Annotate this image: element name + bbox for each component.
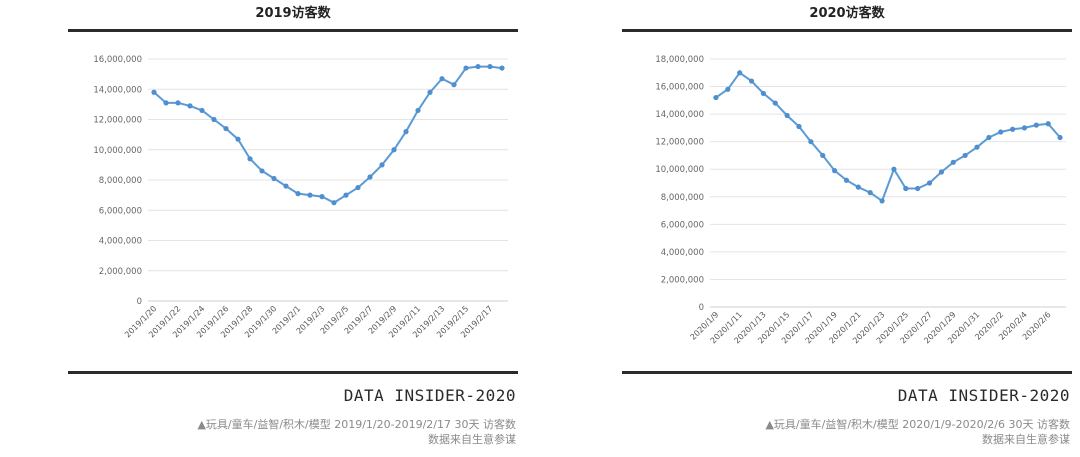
chart-caption: ▲玩具/童车/益智/积木/模型 2019/1/20-2019/2/17 30天 … xyxy=(197,417,516,447)
data-point xyxy=(998,129,1004,135)
data-point xyxy=(926,180,933,186)
data-point xyxy=(986,134,992,141)
data-point xyxy=(307,192,313,198)
y-tick-label: 0 xyxy=(137,297,142,307)
chart-title: 2020访客数 xyxy=(809,6,885,21)
data-point xyxy=(223,125,229,132)
y-tick-label: 14,000,000 xyxy=(655,110,704,120)
brand-label: DATA INSIDER-2020 xyxy=(897,386,1070,405)
data-point xyxy=(295,191,301,197)
data-point xyxy=(487,63,493,70)
data-point xyxy=(415,107,421,114)
data-point xyxy=(331,200,337,206)
data-point xyxy=(259,168,265,174)
data-point xyxy=(439,76,445,82)
line-chart-2019: 0 2,000,000 4,000,000 6,000,000 8,000,000 10,… xyxy=(93,55,508,339)
data-point xyxy=(832,168,838,174)
data-point xyxy=(427,89,433,95)
data-point xyxy=(283,183,289,189)
data-point xyxy=(463,65,469,71)
data-point xyxy=(175,100,181,106)
data-point xyxy=(843,177,850,183)
top-divider xyxy=(68,29,518,32)
line-chart-2020: 0 2,000,000 4,000,000 6,000,000 8,000,000 10,… xyxy=(655,55,1066,345)
data-point xyxy=(343,192,349,198)
y-tick-label: 2,000,000 xyxy=(99,267,142,277)
y-tick-label: 10,000,000 xyxy=(93,146,142,156)
caption-line-1: ▲玩具/童车/益智/积木/模型 2019/1/20-2019/2/17 30天 … xyxy=(197,418,516,431)
data-point xyxy=(355,184,361,191)
y-tick-label: 16,000,000 xyxy=(93,55,142,65)
chart-caption: ▲玩具/童车/益智/积木/模型 2020/1/9-2020/2/6 30天 访客… xyxy=(765,417,1070,447)
data-point xyxy=(772,100,778,106)
y-tick-label: 18,000,000 xyxy=(655,55,704,65)
caption-line-2: 数据来自生意参谋 xyxy=(428,433,516,446)
data-point xyxy=(187,103,193,109)
caption-line-1: ▲玩具/童车/益智/积木/模型 2020/1/9-2020/2/6 30天 访客… xyxy=(765,418,1070,431)
data-point xyxy=(962,152,968,159)
data-point xyxy=(499,65,505,71)
chart-panel-2019: 2019访客数 0 2,000,000 4,000,000 6,000,000 8,00… xyxy=(68,0,518,457)
data-point xyxy=(1045,121,1051,127)
data-point xyxy=(379,162,385,168)
data-point xyxy=(891,166,897,172)
data-point xyxy=(271,175,277,182)
chart-panel-2020: 2020访客数 0 2,000,000 4,000,000 6,000,000 8,00… xyxy=(622,0,1072,457)
data-point xyxy=(879,198,885,204)
data-point xyxy=(163,100,169,106)
data-point xyxy=(950,159,956,165)
data-point xyxy=(748,78,755,84)
y-tick-label: 10,000,000 xyxy=(655,165,704,175)
y-tick-label: 8,000,000 xyxy=(661,193,704,203)
data-point xyxy=(855,184,861,190)
data-point xyxy=(725,86,731,92)
bottom-divider xyxy=(68,371,518,374)
data-point xyxy=(1010,126,1016,132)
data-point xyxy=(319,194,325,200)
data-point xyxy=(974,144,980,150)
data-point xyxy=(713,94,719,101)
data-point xyxy=(808,139,814,145)
data-point xyxy=(475,63,481,70)
top-divider xyxy=(622,29,1072,32)
y-tick-label: 4,000,000 xyxy=(99,237,142,247)
series-line xyxy=(715,71,1061,203)
data-point xyxy=(784,112,790,119)
data-point xyxy=(1021,125,1028,131)
y-tick-label: 2,000,000 xyxy=(661,275,704,285)
data-point xyxy=(938,169,944,175)
y-tick-label: 12,000,000 xyxy=(93,116,142,126)
data-point xyxy=(1057,134,1063,141)
data-point xyxy=(796,123,802,130)
y-tick-label: 6,000,000 xyxy=(661,220,704,230)
y-tick-label: 12,000,000 xyxy=(655,138,704,148)
data-point xyxy=(403,129,409,135)
chart-title: 2019访客数 xyxy=(255,6,331,21)
y-tick-label: 14,000,000 xyxy=(93,85,142,95)
data-point xyxy=(760,90,766,97)
data-point xyxy=(820,152,826,159)
y-tick-label: 16,000,000 xyxy=(655,83,704,93)
data-point xyxy=(451,82,457,88)
data-point xyxy=(1033,122,1039,128)
data-point xyxy=(367,174,373,180)
data-point xyxy=(391,147,397,153)
bottom-divider xyxy=(622,371,1072,374)
data-point xyxy=(903,185,909,192)
data-point xyxy=(247,156,253,162)
brand-label: DATA INSIDER-2020 xyxy=(343,386,516,405)
y-tick-label: 0 xyxy=(699,303,704,313)
y-tick-label: 8,000,000 xyxy=(99,176,142,186)
data-point xyxy=(915,185,921,192)
data-point xyxy=(867,190,873,196)
data-point xyxy=(199,107,205,114)
data-point xyxy=(151,89,157,95)
caption-line-2: 数据来自生意参谋 xyxy=(982,433,1070,446)
data-point xyxy=(211,116,217,123)
y-tick-label: 6,000,000 xyxy=(99,206,142,216)
data-point xyxy=(235,136,241,142)
series-line xyxy=(153,65,503,204)
data-point xyxy=(737,70,743,76)
y-tick-label: 4,000,000 xyxy=(661,248,704,258)
